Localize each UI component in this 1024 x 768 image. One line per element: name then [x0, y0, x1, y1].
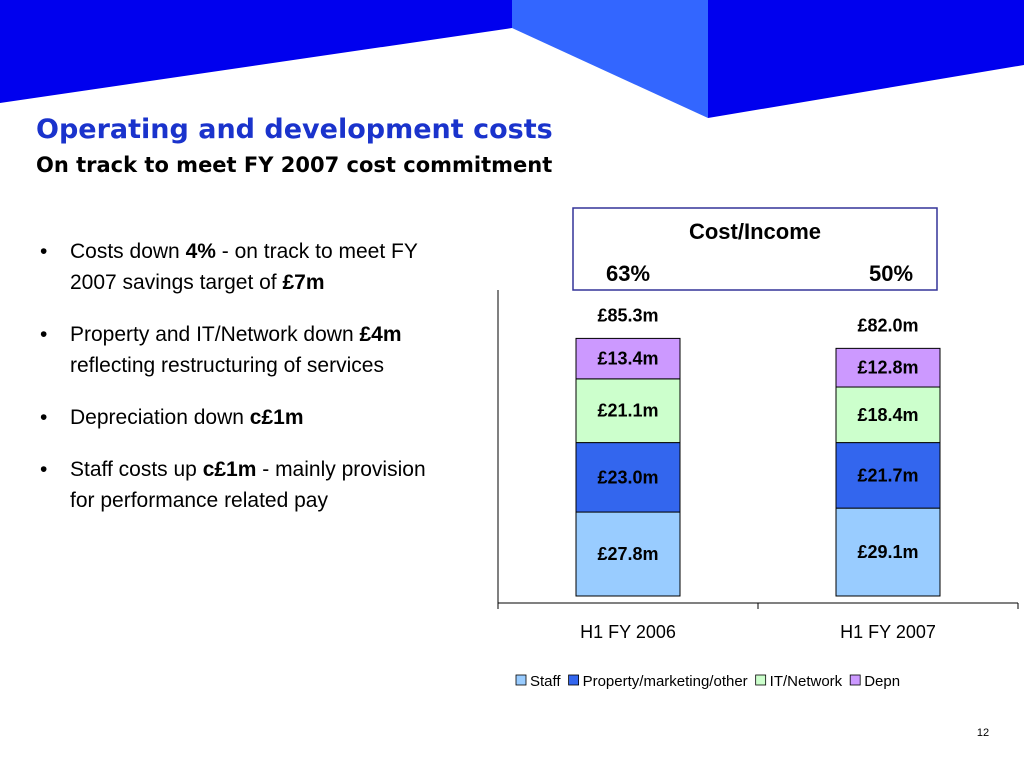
- total-label: £82.0m: [857, 315, 918, 335]
- bullet-list: Costs down 4% - on track to meet FY 2007…: [40, 236, 460, 537]
- bullet-text: - on track to meet FY 2007 savings targe…: [70, 240, 418, 294]
- slide-title: Operating and development costs: [36, 114, 553, 145]
- bullet-text: Depreciation down: [70, 406, 250, 429]
- header-band: [708, 0, 1024, 118]
- bullet: Depreciation down c£1m: [40, 402, 455, 433]
- data-label: £13.4m: [597, 349, 658, 369]
- bar-segment: [575, 442, 681, 513]
- bullet-text: reflecting restructuring of services: [70, 354, 384, 377]
- bullet-text: c£1m: [202, 458, 257, 481]
- bar-segment: [575, 511, 681, 597]
- cost-income-title: Cost/Income: [689, 219, 821, 244]
- bullet-text: Costs down: [70, 240, 186, 263]
- cost-income-box: [572, 207, 938, 291]
- bullet: Staff costs up c£1m - mainly provision f…: [40, 454, 455, 516]
- legend-swatch: [515, 674, 527, 686]
- bullet-text: c£1m: [249, 406, 304, 429]
- bullet: Costs down 4% - on track to meet FY 2007…: [40, 236, 455, 298]
- bar-segment: [835, 386, 941, 444]
- bullet-text: Property and IT/Network down: [70, 323, 360, 346]
- bullet-text: - mainly provision for performance relat…: [70, 458, 426, 512]
- data-label: £18.4m: [857, 405, 918, 425]
- bar-segment: [835, 442, 941, 509]
- data-label: £27.8m: [597, 544, 658, 564]
- legend-label: Staff: [530, 673, 561, 690]
- data-label: £29.1m: [857, 542, 918, 562]
- legend-label: Property/marketing/other: [583, 673, 748, 690]
- header-band: [0, 0, 512, 103]
- header-band: [512, 0, 708, 118]
- data-label: £21.1m: [597, 401, 658, 421]
- cost-income-value: 63%: [606, 261, 650, 286]
- legend-label: Depn: [864, 673, 900, 690]
- x-tick-label: H1 FY 2006: [580, 622, 676, 642]
- bar-segment: [575, 337, 681, 380]
- bullet: Property and IT/Network down £4m reflect…: [40, 319, 455, 381]
- data-label: £21.7m: [857, 465, 918, 485]
- legend-label: IT/Network: [770, 673, 843, 690]
- bullet-text: 4%: [185, 240, 216, 263]
- bullet-text: £7m: [282, 271, 325, 294]
- data-label: £23.0m: [597, 467, 658, 487]
- bullet-text: £4m: [359, 323, 402, 346]
- slide-subtitle: On track to meet FY 2007 cost commitment: [36, 153, 552, 177]
- total-label: £85.3m: [597, 305, 658, 325]
- data-label: £12.8m: [857, 358, 918, 378]
- bullet-text: Staff costs up: [70, 458, 203, 481]
- bar-segment: [835, 347, 941, 388]
- page-number: 12: [977, 727, 989, 739]
- legend-swatch: [755, 674, 767, 686]
- cost-income-value: 50%: [869, 261, 913, 286]
- x-tick-label: H1 FY 2007: [840, 622, 936, 642]
- bar-segment: [835, 507, 941, 597]
- legend-swatch: [568, 674, 579, 686]
- legend-swatch: [849, 674, 861, 686]
